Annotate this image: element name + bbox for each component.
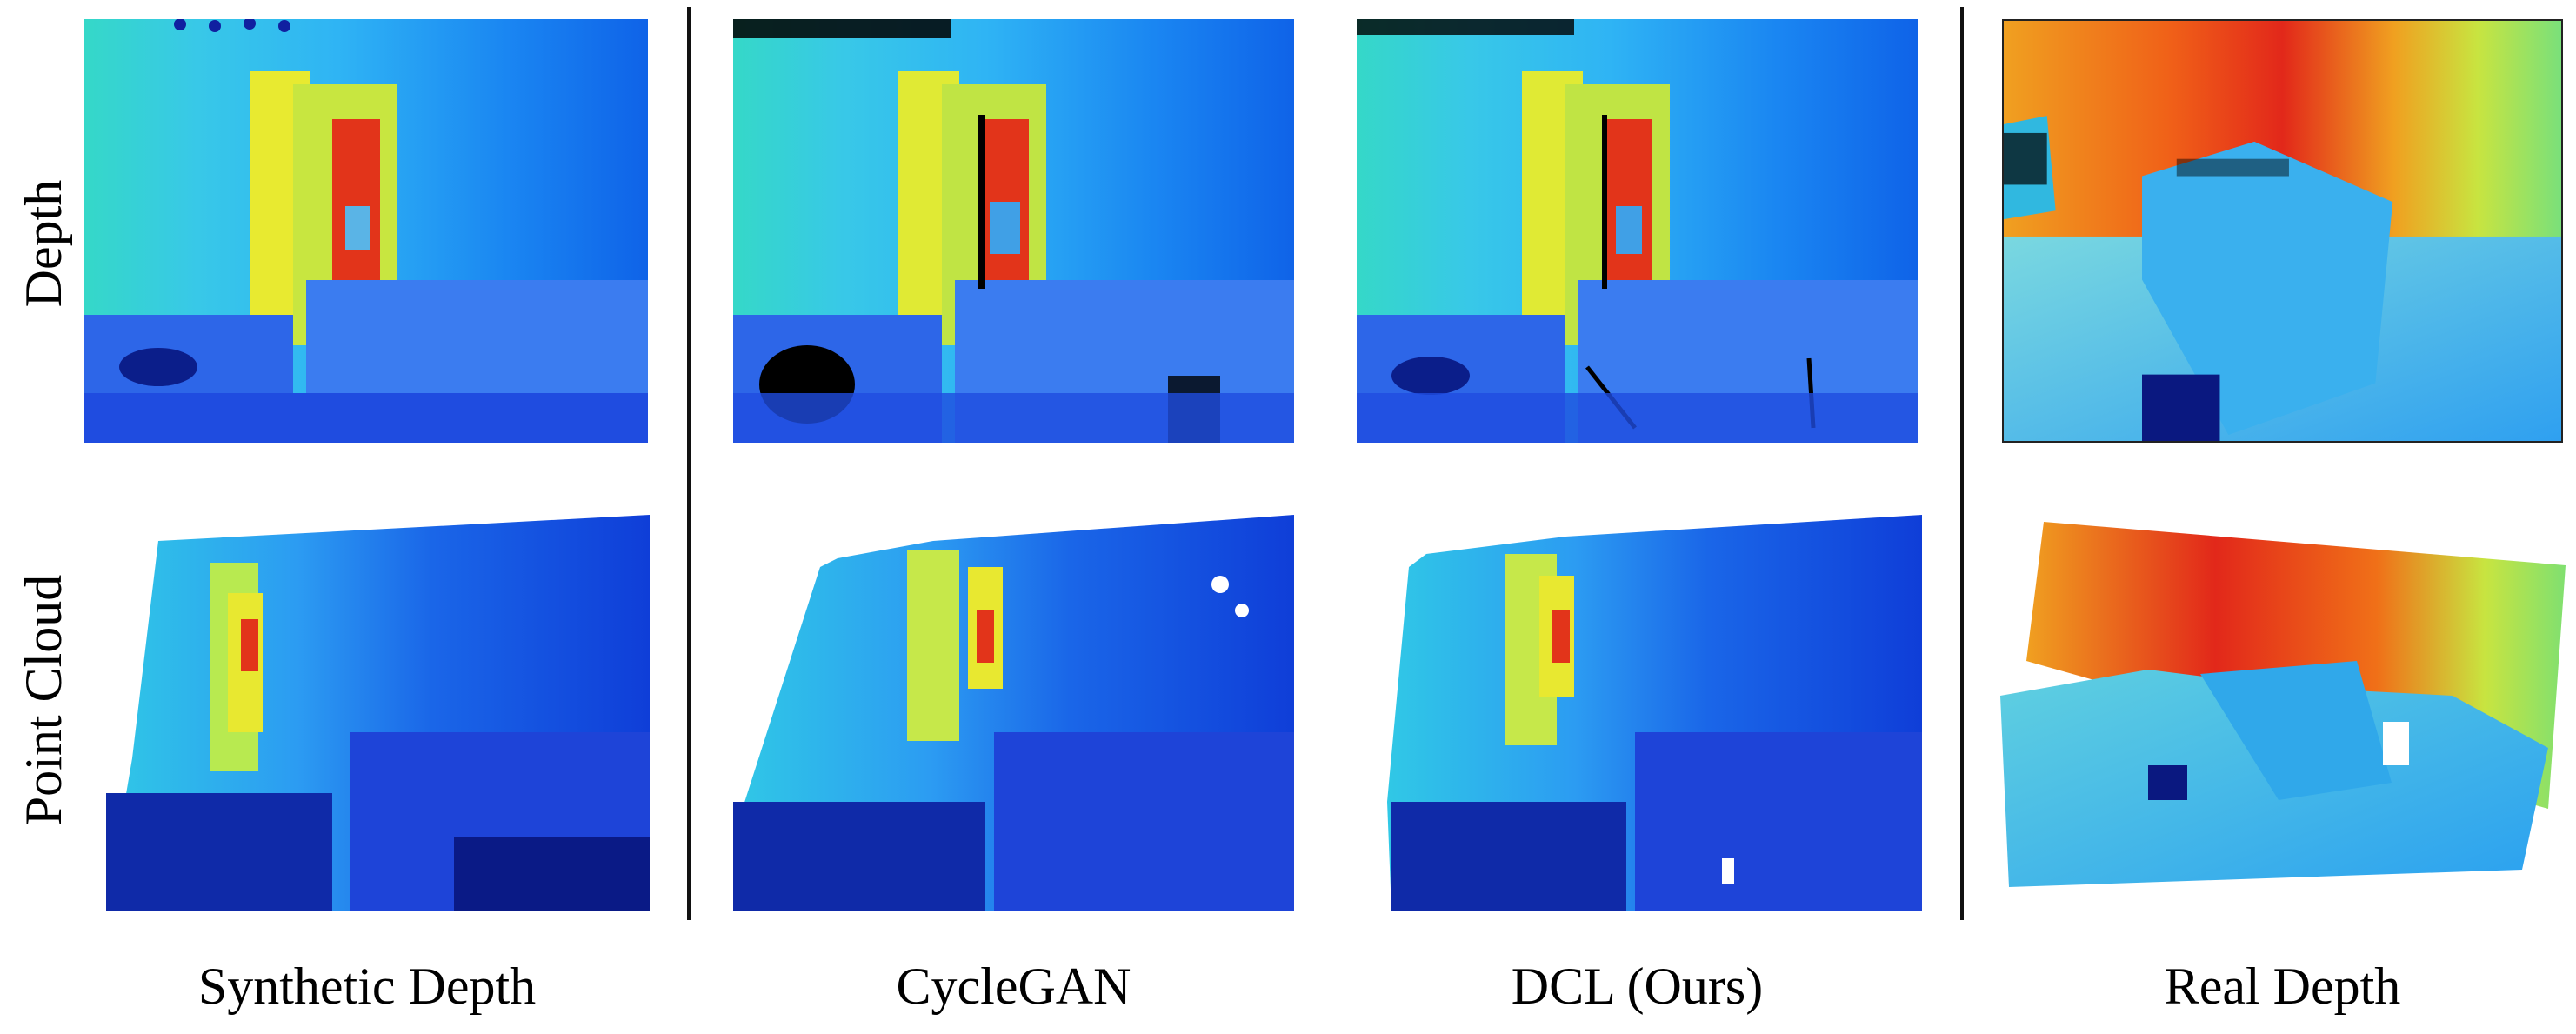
dcl-depth-map <box>1357 19 1918 443</box>
dcl-point-cloud <box>1374 515 1922 911</box>
column-label-cyclegan: CycleGAN <box>896 957 1131 1015</box>
real-point-cloud <box>1992 522 2570 896</box>
separator-left <box>687 7 691 920</box>
synthetic-depth-map <box>84 19 648 443</box>
column-label-dcl-ours: DCL (Ours) <box>1511 957 1764 1015</box>
cyclegan-point-cloud <box>733 515 1294 911</box>
cyclegan-depth-map <box>733 19 1294 443</box>
separator-right <box>1960 7 1964 920</box>
column-label-real-depth: Real Depth <box>2164 957 2401 1015</box>
row-label-point-cloud: Point Cloud <box>15 574 72 826</box>
real-depth-map <box>2002 19 2563 443</box>
row-label-depth: Depth <box>15 179 72 308</box>
column-label-synthetic-depth: Synthetic Depth <box>197 957 537 1015</box>
synthetic-point-cloud <box>106 515 650 911</box>
